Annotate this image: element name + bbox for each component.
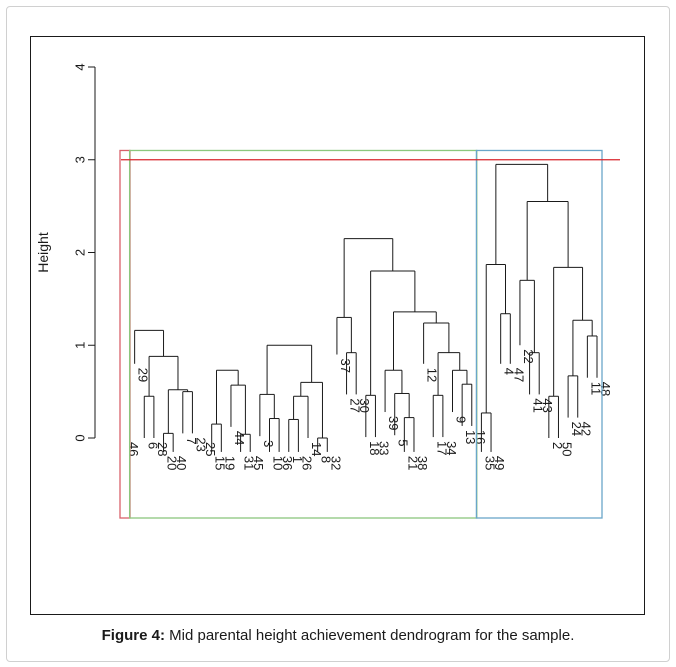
leaf-label: 27 — [348, 398, 363, 412]
leaf-label: 2 — [550, 442, 565, 449]
leaf-label: 5 — [396, 439, 411, 446]
leaf-label: 3 — [261, 440, 276, 447]
leaf-label: 49 — [492, 456, 507, 470]
y-tick-label: 4 — [73, 63, 88, 70]
leaf-label: 28 — [155, 442, 170, 456]
leaf-label: 18 — [367, 441, 382, 455]
y-tick-label: 2 — [73, 249, 88, 256]
leaf-label: 13 — [463, 430, 478, 444]
leaf-label: 41 — [531, 398, 546, 412]
leaf-label: 12 — [425, 368, 440, 382]
leaf-label: 7 — [184, 437, 199, 444]
leaf-label: 47 — [511, 368, 526, 382]
leaf-label: 17 — [434, 441, 449, 455]
leaf-label: 45 — [251, 456, 266, 470]
leaf-label: 14 — [309, 442, 324, 456]
leaf-label: 20 — [165, 456, 180, 470]
cluster-box — [475, 149, 603, 519]
leaf-label: 48 — [598, 382, 613, 396]
leaf-label: 4 — [502, 368, 517, 375]
leaf-label: 11 — [588, 382, 603, 396]
leaf-label: 36 — [280, 456, 295, 470]
leaf-label: 30 — [357, 398, 372, 412]
leaf-label: 38 — [415, 456, 430, 470]
leaf-label: 44 — [232, 431, 247, 445]
leaf-label: 21 — [405, 456, 420, 470]
leaf-label: 43 — [540, 398, 555, 412]
leaf-label: 16 — [473, 430, 488, 444]
caption-text: Mid parental height achievement dendrogr… — [164, 627, 575, 644]
leaf-label: 9 — [454, 416, 469, 423]
leaf-label: 6 — [145, 442, 160, 449]
leaf-label: 31 — [242, 456, 257, 470]
leaf-label: 19 — [222, 456, 237, 470]
leaf-label: 32 — [328, 456, 343, 470]
leaf-label: 25 — [203, 442, 218, 456]
leaf-label: 24 — [569, 422, 584, 436]
leaf-label: 50 — [559, 442, 574, 456]
leaf-label: 29 — [136, 368, 151, 382]
leaf-label: 42 — [579, 422, 594, 436]
cluster-box — [119, 149, 131, 519]
dendrogram-chart: 4629628204072325151944314531036126148323… — [35, 63, 620, 519]
figure-caption: Figure 4: Mid parental height achievemen… — [0, 627, 676, 644]
leaf-label: 34 — [444, 441, 459, 455]
y-tick-label: 3 — [73, 156, 88, 163]
leaf-label: 33 — [376, 441, 391, 455]
leaf-label: 37 — [338, 359, 353, 373]
y-axis-label: Height — [35, 232, 51, 273]
y-tick-label: 0 — [73, 434, 88, 441]
leaf-label: 10 — [270, 456, 285, 470]
leaf-label: 15 — [213, 456, 228, 470]
y-tick-label: 1 — [73, 342, 88, 349]
leaf-label: 22 — [521, 349, 536, 363]
leaf-label: 35 — [482, 456, 497, 470]
leaf-label: 40 — [174, 456, 189, 470]
leaf-label: 39 — [386, 416, 401, 430]
caption-label: Figure 4: — [101, 627, 165, 644]
leaf-label: 23 — [193, 437, 208, 451]
leaf-label: 1 — [290, 456, 305, 463]
leaf-label: 46 — [126, 442, 141, 456]
leaf-label: 8 — [319, 456, 334, 463]
leaf-label: 26 — [299, 456, 314, 470]
